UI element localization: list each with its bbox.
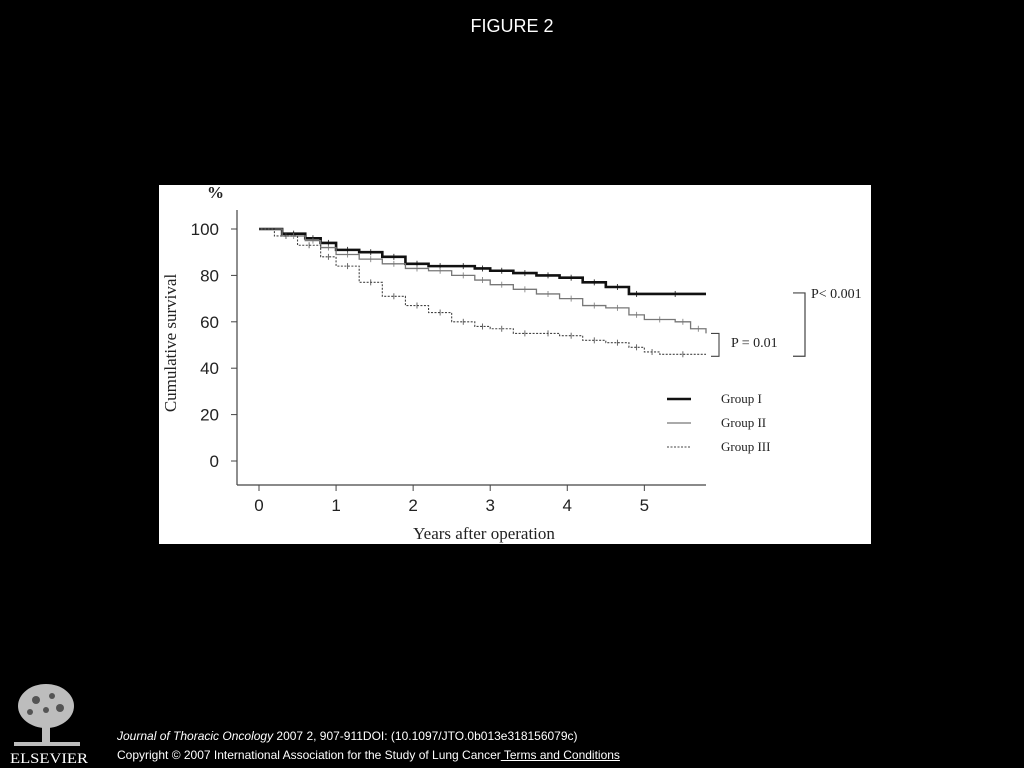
- x-tick-label: 3: [485, 496, 494, 515]
- y-tick-label: 20: [200, 406, 219, 425]
- y-unit-label: %: [207, 185, 224, 202]
- x-tick-label: 2: [408, 496, 417, 515]
- series-line-group-ii: [259, 228, 707, 334]
- y-tick-label: 80: [200, 266, 219, 285]
- annotation-label: P< 0.001: [811, 287, 862, 302]
- series-line-group-iii: [259, 228, 706, 355]
- series-line-group-i: [259, 227, 706, 296]
- copyright-line: Copyright © 2007 International Associati…: [117, 748, 620, 762]
- journal-name: Journal of Thoracic Oncology: [117, 729, 274, 743]
- elsevier-logo: ELSEVIER: [8, 680, 90, 766]
- x-tick-label: 4: [563, 496, 572, 515]
- annotation-bracket: [793, 292, 806, 357]
- x-axis-label: Years after operation: [413, 524, 555, 543]
- y-tick-label: 0: [210, 452, 219, 471]
- terms-and-conditions-link[interactable]: Terms and Conditions: [500, 748, 620, 762]
- citation: Journal of Thoracic Oncology 2007 2, 907…: [117, 729, 578, 743]
- annotation-bracket: [711, 332, 720, 357]
- survival-chart: 0 20 40 60 80 100 0 1 2 3 4 5 % Cumulative survival…: [161, 185, 862, 543]
- citation-details: 2007 2, 907-911DOI: (10.1097/JTO.0b013e3…: [273, 729, 578, 743]
- y-axis-label: Cumulative survival: [161, 274, 180, 413]
- slide-title: FIGURE 2: [470, 16, 554, 36]
- y-tick-label: 100: [191, 220, 219, 239]
- logo-wordmark: ELSEVIER: [10, 751, 88, 766]
- x-tick-label: 5: [640, 496, 649, 515]
- legend-label: Group III: [721, 439, 770, 454]
- y-tick-label: 40: [200, 359, 219, 378]
- legend-label: Group II: [721, 415, 766, 430]
- x-tick-label: 1: [331, 496, 340, 515]
- legend-label: Group I: [721, 391, 762, 406]
- y-tick-label: 60: [200, 313, 219, 332]
- annotation-label: P = 0.01: [731, 336, 778, 351]
- figure-panel: 0 20 40 60 80 100 0 1 2 3 4 5 % Cumulative survival…: [159, 185, 871, 544]
- copyright-text: Copyright © 2007 International Associati…: [117, 748, 501, 762]
- x-tick-label: 0: [254, 496, 263, 515]
